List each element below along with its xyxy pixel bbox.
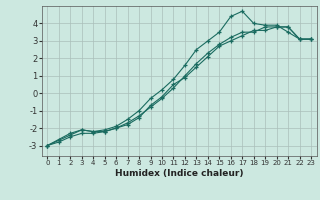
X-axis label: Humidex (Indice chaleur): Humidex (Indice chaleur) xyxy=(115,169,244,178)
